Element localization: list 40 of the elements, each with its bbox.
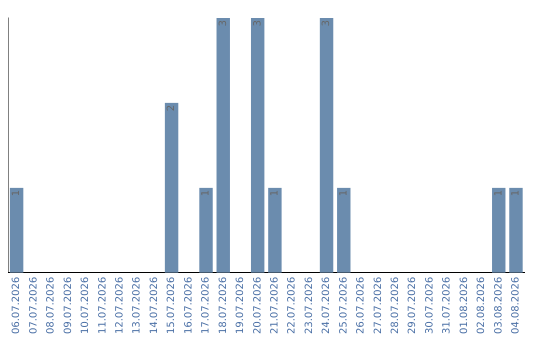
data-label: 3 (252, 20, 264, 26)
data-label: 3 (321, 20, 332, 26)
x-tick-label: 06.07.2026 (11, 276, 22, 334)
x-tick-label: 17.07.2026 (200, 276, 212, 334)
x-tick-label: 18.07.2026 (218, 276, 229, 334)
x-tick-label: 31.07.2026 (442, 276, 453, 334)
x-tick-label: 08.07.2026 (46, 276, 57, 334)
x-tick-label: 20.07.2026 (252, 276, 264, 334)
x-tick-label: 28.07.2026 (390, 276, 402, 334)
x-tick-label: 23.07.2026 (304, 276, 315, 334)
x-tick-label: 09.07.2026 (62, 276, 74, 334)
x-tick-label: 07.07.2026 (28, 276, 40, 334)
x-tick-label: 27.07.2026 (372, 276, 384, 334)
data-label: 1 (200, 190, 212, 196)
x-tick-label: 16.07.2026 (183, 276, 194, 334)
data-label: 1 (493, 190, 504, 196)
x-tick-label: 22.07.2026 (286, 276, 298, 334)
x-tick-label: 03.08.2026 (493, 276, 504, 334)
x-tick-label: 26.07.2026 (356, 276, 367, 334)
x-tick-label: 12.07.2026 (114, 276, 126, 334)
x-tick-label: 10.07.2026 (80, 276, 92, 334)
data-label: 1 (338, 190, 350, 196)
x-tick-label: 24.07.2026 (321, 276, 332, 334)
x-tick-label: 14.07.2026 (148, 276, 160, 334)
data-label: 1 (11, 190, 22, 196)
x-tick-label: 21.07.2026 (269, 276, 280, 334)
x-tick-label: 29.07.2026 (407, 276, 418, 334)
data-label: 2 (166, 104, 178, 112)
x-tick-label: 15.07.2026 (166, 276, 178, 334)
x-tick-label: 02.08.2026 (476, 276, 488, 334)
data-label: 1 (269, 190, 280, 196)
x-tick-label: 11.07.2026 (97, 276, 108, 334)
x-tick-label: 25.07.2026 (338, 276, 350, 334)
x-tick-label: 30.07.2026 (424, 276, 436, 334)
x-tick-label: 04.08.2026 (510, 276, 522, 334)
x-tick-label: 01.08.2026 (458, 276, 470, 334)
data-label: 3 (218, 20, 229, 26)
data-label: 1 (510, 190, 522, 196)
x-tick-label: 13.07.2026 (132, 276, 143, 334)
x-tick-label: 19.07.2026 (235, 276, 246, 334)
